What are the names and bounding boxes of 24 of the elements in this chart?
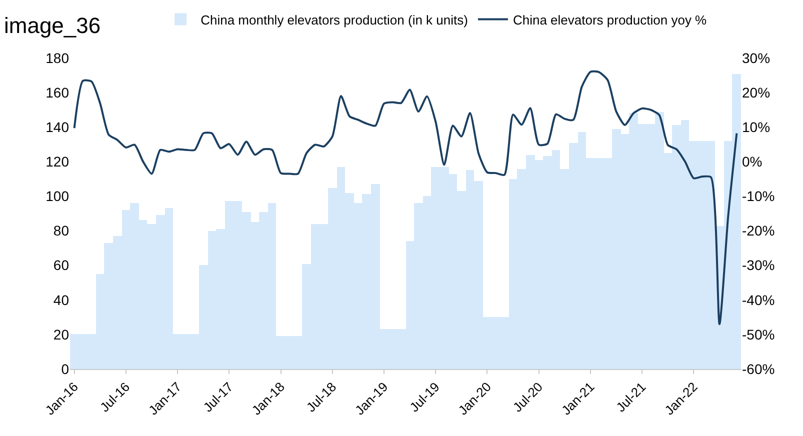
y-tick-label: 60: [53, 257, 70, 274]
y2-tick-label: -10%: [742, 188, 775, 204]
y2-tick-label: 20%: [742, 84, 770, 100]
y2-tick-label: -60%: [742, 360, 775, 377]
y2-tick-label: -20%: [742, 222, 775, 239]
y-tick-label: 0: [61, 360, 70, 377]
y2-tick-label: 30%: [742, 50, 770, 66]
y-tick-label: 80: [53, 222, 70, 239]
y2-tick-label: -30%: [742, 257, 775, 274]
legend-label: China elevators production yoy %: [512, 12, 708, 28]
y-tick-label: 140: [46, 119, 70, 136]
legend-label: China monthly elevators production (in k units): [200, 12, 468, 28]
y-tick-label: 120: [46, 154, 70, 170]
y2-tick-label: -40%: [742, 292, 775, 308]
y-tick-label: 160: [46, 84, 70, 100]
y-tick-label: 20: [53, 326, 70, 342]
y-tick-label: 40: [53, 292, 70, 308]
y2-tick-label: 10%: [742, 119, 770, 136]
y2-tick-label: 0%: [742, 154, 762, 170]
y-tick-label: 180: [46, 50, 70, 66]
text: image_36: [4, 13, 101, 38]
y2-tick-label: -50%: [742, 326, 775, 342]
line-series: [73, 70, 738, 326]
y-tick-label: 100: [46, 188, 70, 204]
